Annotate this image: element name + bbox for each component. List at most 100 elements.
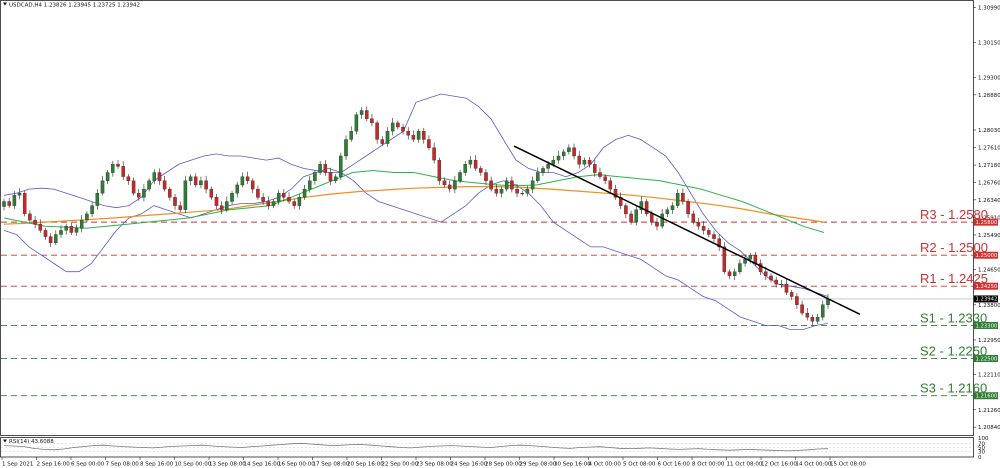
time-tick-label: 8 Oct 00:00 xyxy=(692,462,725,468)
time-tick-label: 28 Sep 00:00 xyxy=(485,462,522,468)
bull-candle xyxy=(95,193,100,206)
bull-candle xyxy=(74,228,79,233)
bear-candle xyxy=(577,155,581,165)
time-tick-label: 20 Sep 16:00 xyxy=(347,462,384,468)
price-tick-label: 1.30990 xyxy=(978,6,1000,12)
bear-candle xyxy=(473,159,478,169)
level-label-support: S2 - 1.2250 xyxy=(920,344,987,359)
bear-candle xyxy=(810,317,815,322)
bull-candle xyxy=(416,131,421,140)
bull-candle xyxy=(235,184,239,194)
rsi-header: RSI(14) 43.6088 xyxy=(9,439,54,445)
bear-candle xyxy=(805,312,810,318)
bull-candle xyxy=(142,188,146,198)
downtrend-line xyxy=(513,145,861,315)
bear-candle xyxy=(28,213,32,221)
bull-candle xyxy=(453,180,457,190)
bull-candle xyxy=(567,147,571,152)
bear-candle xyxy=(126,176,131,181)
level-price-tag-text: 1.25800 xyxy=(976,220,999,226)
price-tick-label: 1.21260 xyxy=(978,408,1000,414)
bear-candle xyxy=(287,197,291,202)
bear-candle xyxy=(323,164,328,173)
bull-candle xyxy=(230,193,234,202)
bear-candle xyxy=(204,180,208,190)
indicator-lines xyxy=(3,93,829,331)
bull-candle xyxy=(582,159,587,165)
bull-candle xyxy=(463,164,467,173)
candlesticks xyxy=(2,106,830,326)
bull-candle xyxy=(240,176,245,186)
bear-candle xyxy=(613,188,618,198)
bear-candle xyxy=(510,180,514,190)
time-tick-label: 22 Sep 00:00 xyxy=(382,462,419,468)
bull-candle xyxy=(105,172,110,181)
bull-candle xyxy=(738,263,742,272)
level-label-support: S3 - 1.2160 xyxy=(920,381,987,396)
bear-candle xyxy=(380,139,385,144)
bear-candle xyxy=(712,234,716,239)
time-tick-label: 13 Sep 08:00 xyxy=(209,462,246,468)
price-axis: 1.30990 1.30150 1.29300 1.28880 1.28030 1.276… xyxy=(973,6,1000,431)
bear-candle xyxy=(365,110,369,119)
level-price-tag xyxy=(974,392,998,400)
bull-candle xyxy=(271,201,276,206)
bear-candle xyxy=(396,122,400,128)
bull-candle xyxy=(541,168,545,173)
support-resistance-lines xyxy=(1,221,973,397)
time-tick-label: 29 Sep 08:00 xyxy=(520,462,557,468)
bull-candle xyxy=(665,209,670,214)
bull-candle xyxy=(339,155,343,177)
bear-candle xyxy=(494,188,499,194)
bear-candle xyxy=(650,213,654,223)
bull-candle xyxy=(779,283,784,286)
level-price-tag xyxy=(974,282,998,290)
bear-candle xyxy=(515,188,519,194)
bull-candle xyxy=(2,201,6,207)
time-tick-label: 5 Oct 08:00 xyxy=(623,462,656,468)
bear-candle xyxy=(219,205,224,210)
bear-candle xyxy=(707,230,711,235)
bull-candle xyxy=(302,188,307,198)
bear-candle xyxy=(214,197,219,206)
bull-candle xyxy=(225,201,229,210)
bull-candle xyxy=(520,193,524,195)
bear-candle xyxy=(131,180,136,194)
bull-candle xyxy=(732,271,737,276)
bear-candle xyxy=(655,221,659,227)
rsi-tick-label: 50 xyxy=(978,446,985,452)
bear-candle xyxy=(43,230,48,237)
rsi-tick-label: 100 xyxy=(978,436,989,442)
bull-candle xyxy=(199,180,203,186)
bear-candle xyxy=(764,271,768,276)
dropdown-triangle-icon[interactable] xyxy=(3,2,7,6)
level-price-tag-text: 1.22500 xyxy=(976,356,999,362)
level-price-tag xyxy=(974,321,998,329)
rsi-triangle-icon[interactable] xyxy=(3,439,7,443)
bull-candle xyxy=(660,213,664,227)
bear-candle xyxy=(245,176,250,181)
bull-candle xyxy=(390,122,395,132)
bull-candle xyxy=(748,255,753,260)
price-tick-label: 1.26760 xyxy=(978,180,1000,186)
bear-candle xyxy=(447,184,452,190)
bear-candle xyxy=(789,292,794,297)
level-price-tag xyxy=(974,251,998,259)
price-tick-label: 1.22110 xyxy=(978,373,1000,379)
bull-candle xyxy=(821,304,825,318)
time-tick-label: 4 Oct 00:00 xyxy=(589,462,622,468)
bear-candle xyxy=(432,147,436,161)
bull-candle xyxy=(458,172,462,181)
time-tick-label: 17 Sep 08:00 xyxy=(313,462,350,468)
price-tick-label: 1.27180 xyxy=(978,163,1000,169)
bear-candle xyxy=(800,304,804,314)
bear-candle xyxy=(629,213,633,223)
bear-candle xyxy=(722,246,727,272)
bull-candle xyxy=(183,180,188,210)
bear-candle xyxy=(484,172,488,181)
bear-candle xyxy=(717,238,721,248)
time-tick-label: 6 Sep 00:00 xyxy=(71,462,105,468)
bull-candle xyxy=(79,219,84,229)
bear-candle xyxy=(696,221,701,227)
bull-candle xyxy=(297,197,302,206)
